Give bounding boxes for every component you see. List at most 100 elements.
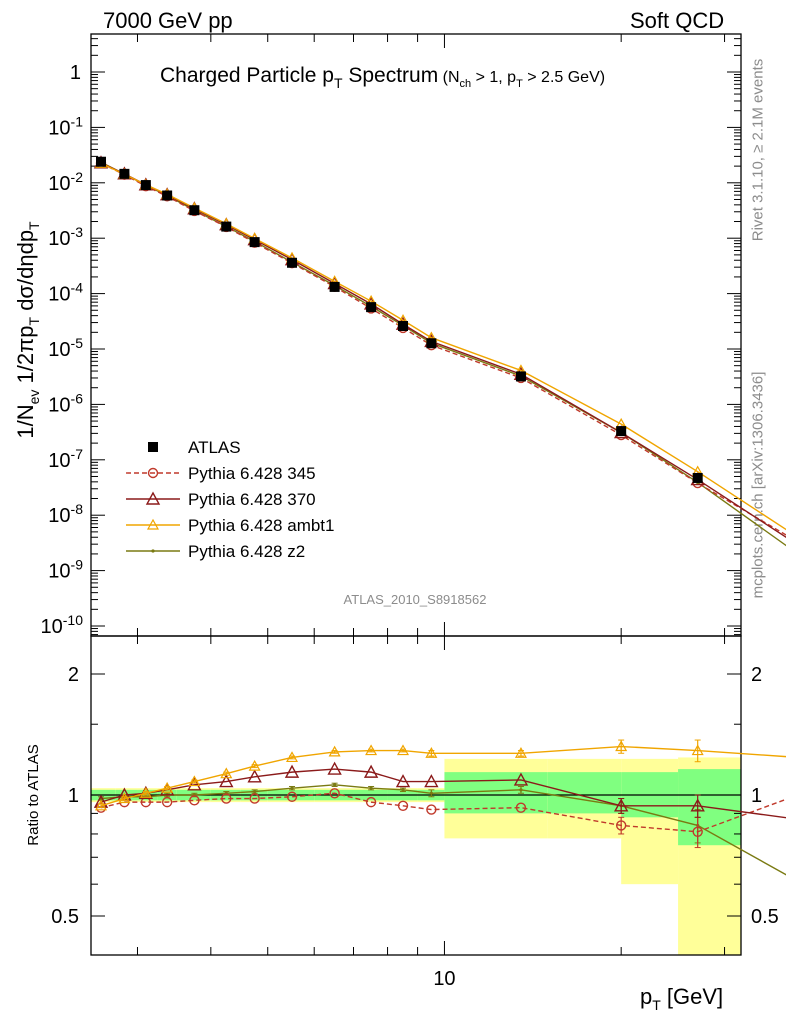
ratio-line-p370 — [100, 768, 786, 819]
legend-marker-p370 — [145, 491, 161, 505]
ratio-point-p370 — [690, 798, 705, 812]
legend-label-p370: Pythia 6.428 370 — [188, 490, 316, 509]
ratio-point-ambt1 — [425, 747, 438, 758]
legend-label-atlas: ATLAS — [188, 438, 241, 457]
ratio-line-p345 — [100, 792, 786, 833]
legend-label-p345: Pythia 6.428 345 — [188, 464, 316, 483]
main-y-tick-label: 10-7 — [48, 446, 83, 472]
ratio-point-ambt1 — [691, 744, 704, 756]
ratio-x-tick-label: 10 — [433, 968, 455, 990]
ratio-point-z2 — [253, 789, 257, 794]
main-y-axis-title: 1/Nev 1/2πpT dσ/dηdpT — [13, 221, 42, 439]
main-series-p345 — [95, 158, 786, 536]
ratio-point-ambt1 — [118, 792, 131, 804]
ratio-point-p345 — [286, 791, 298, 802]
ratio-y-tick-label-right: 2 — [751, 664, 762, 686]
ratio-point-p345 — [397, 800, 409, 812]
main-point-atlas — [398, 321, 409, 332]
ratio-point-p345 — [221, 793, 232, 804]
main-point-atlas — [189, 205, 200, 216]
ratio-point-p345 — [365, 796, 377, 808]
ratio-point-z2 — [401, 788, 405, 792]
ratio-point-z2 — [519, 788, 523, 792]
main-y-tick-label: 10-2 — [48, 169, 83, 195]
ratio-point-p370 — [284, 764, 300, 778]
ratio-point-p345 — [329, 788, 340, 799]
ratio-point-z2 — [290, 786, 294, 790]
main-series-ambt1 — [94, 157, 786, 531]
legend-marker-p345 — [147, 467, 159, 479]
ratio-point-p370 — [247, 769, 262, 783]
ratio-point-p345 — [515, 802, 527, 813]
ratio-y-tick-label: 1 — [68, 785, 79, 807]
ratio-y-tick-label: 2 — [68, 664, 79, 686]
legend-marker-ambt1 — [146, 518, 160, 530]
ratio-point-ambt1 — [188, 775, 201, 787]
main-point-atlas — [287, 257, 298, 268]
ratio-point-p370 — [395, 774, 411, 788]
ratio-series-ambt1 — [94, 739, 786, 811]
main-point-atlas — [329, 281, 340, 292]
ratio-point-ambt1 — [286, 751, 299, 763]
main-point-atlas — [426, 338, 437, 349]
ratio-y-tick-label: 0.5 — [51, 906, 79, 928]
energy-label: 7000 GeV pp — [103, 8, 233, 33]
ratio-point-p370 — [219, 774, 234, 788]
legend-marker-atlas — [148, 442, 158, 452]
ratio-point-z2 — [429, 791, 433, 795]
ratio-point-p370 — [513, 772, 529, 786]
ratio-y-tick-label-right: 1 — [751, 785, 762, 807]
category-label: Soft QCD — [630, 8, 725, 33]
main-point-atlas — [249, 237, 260, 248]
ratio-point-ambt1 — [161, 781, 174, 793]
ratio-point-p345 — [615, 820, 627, 831]
ratio-point-z2 — [333, 783, 337, 787]
chart-title: Charged Particle pT Spectrum (Nch > 1, p… — [160, 64, 605, 91]
x-axis-title: pT [GeV] — [640, 984, 723, 1013]
ratio-y-tick-label-right: 0.5 — [751, 906, 779, 928]
analysis-id-label: ATLAS_2010_S8918562 — [344, 592, 487, 607]
ratio-point-p370 — [187, 777, 202, 791]
main-y-tick-label: 10-1 — [48, 113, 83, 139]
legend-label-z2: Pythia 6.428 z2 — [188, 542, 305, 561]
ratio-line-z2 — [100, 784, 786, 876]
ratio-point-ambt1 — [248, 759, 261, 771]
ratio-point-ambt1 — [514, 747, 527, 758]
legend-marker-z2 — [151, 549, 155, 553]
main-y-tick-label: 1 — [70, 62, 81, 84]
ratio-point-p370 — [327, 761, 342, 775]
main-y-tick-label: 10-5 — [48, 335, 83, 361]
ratio-point-ambt1 — [139, 787, 152, 798]
ratio-point-p345 — [692, 826, 703, 837]
main-y-tick-label: 10-8 — [48, 501, 83, 527]
main-y-tick-label: 10-6 — [48, 390, 83, 416]
ratio-y-axis-title: Ratio to ATLAS — [25, 744, 42, 845]
ratio-point-ambt1 — [220, 767, 233, 779]
main-point-atlas — [221, 221, 232, 232]
ratio-point-p345 — [426, 804, 437, 815]
main-point-atlas — [140, 180, 151, 191]
ratio-point-ambt1 — [94, 799, 108, 811]
ratio-point-ambt1 — [396, 744, 410, 756]
ratio-point-p370 — [363, 764, 379, 778]
main-line-ambt1 — [100, 162, 786, 531]
main-point-atlas — [119, 168, 130, 179]
main-point-atlas — [95, 156, 106, 167]
ratio-point-p345 — [161, 796, 173, 808]
main-y-tick-label: 10-4 — [48, 280, 83, 306]
main-line-p370 — [100, 162, 786, 539]
main-y-tick-label: 10-3 — [48, 224, 83, 250]
main-line-p345 — [100, 162, 786, 536]
main-series-atlas — [95, 156, 703, 483]
ratio-line-ambt1 — [100, 745, 786, 807]
main-point-atlas — [515, 371, 526, 382]
ratio-point-p370 — [424, 774, 439, 788]
ratio-point-ambt1 — [328, 745, 341, 757]
ratio-point-p345 — [249, 793, 260, 804]
ratio-band-inner — [547, 772, 622, 814]
ratio-point-ambt1 — [365, 744, 378, 756]
main-point-atlas — [366, 302, 377, 313]
main-point-atlas — [616, 426, 627, 437]
main-y-tick-label: 10-9 — [48, 557, 83, 583]
